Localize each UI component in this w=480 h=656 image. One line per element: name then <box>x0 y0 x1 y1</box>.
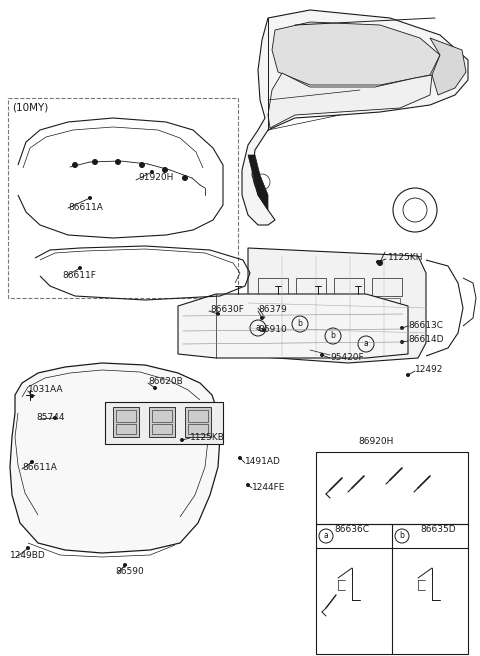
Text: 12492: 12492 <box>415 365 444 375</box>
Circle shape <box>116 159 120 165</box>
Polygon shape <box>430 38 466 95</box>
Text: 1031AA: 1031AA <box>28 386 63 394</box>
Polygon shape <box>248 155 268 210</box>
Circle shape <box>79 266 82 270</box>
Text: 86910: 86910 <box>258 325 287 335</box>
Bar <box>298 298 324 308</box>
Text: 95420F: 95420F <box>330 354 364 363</box>
Circle shape <box>163 167 168 173</box>
Text: 86613C: 86613C <box>408 321 443 329</box>
Bar <box>372 278 402 296</box>
Polygon shape <box>242 10 468 225</box>
Text: 86620B: 86620B <box>148 377 183 386</box>
Bar <box>188 410 208 422</box>
Polygon shape <box>105 402 223 444</box>
Bar <box>116 424 136 434</box>
Circle shape <box>261 316 264 319</box>
Circle shape <box>53 417 57 419</box>
Circle shape <box>239 457 241 459</box>
Text: b: b <box>298 319 302 329</box>
Polygon shape <box>10 363 220 553</box>
Circle shape <box>216 312 219 316</box>
Bar <box>258 278 288 296</box>
Bar <box>296 278 326 296</box>
Text: a: a <box>324 531 328 541</box>
Bar <box>185 407 211 437</box>
Circle shape <box>247 483 250 487</box>
Circle shape <box>400 340 404 344</box>
Text: b: b <box>399 531 405 541</box>
Text: 86636C: 86636C <box>334 525 369 533</box>
Text: 86379: 86379 <box>258 306 287 314</box>
Circle shape <box>151 171 154 173</box>
Circle shape <box>400 327 404 329</box>
Polygon shape <box>178 294 408 358</box>
Text: 85744: 85744 <box>36 413 64 422</box>
Text: a: a <box>364 340 368 348</box>
Text: 1125KH: 1125KH <box>388 253 423 262</box>
Circle shape <box>180 438 183 441</box>
Bar <box>113 407 139 437</box>
Text: (10MY): (10MY) <box>12 103 48 113</box>
Text: 86630F: 86630F <box>210 306 244 314</box>
Text: b: b <box>331 331 336 340</box>
Circle shape <box>321 354 324 356</box>
Circle shape <box>182 176 188 180</box>
Bar <box>152 424 172 434</box>
Polygon shape <box>272 22 440 85</box>
Bar <box>8 98 238 298</box>
Circle shape <box>123 564 127 567</box>
Text: 86590: 86590 <box>115 567 144 577</box>
Circle shape <box>377 260 383 266</box>
Text: a: a <box>256 323 260 333</box>
Polygon shape <box>248 248 426 363</box>
Circle shape <box>26 546 29 550</box>
Bar <box>116 410 136 422</box>
Bar <box>316 452 468 524</box>
Text: 86614D: 86614D <box>408 335 444 344</box>
Text: 1491AD: 1491AD <box>245 457 281 466</box>
Circle shape <box>154 386 156 390</box>
Text: 86611F: 86611F <box>62 270 96 279</box>
Circle shape <box>263 329 265 331</box>
Circle shape <box>31 461 34 464</box>
Text: 1125KB: 1125KB <box>190 432 225 441</box>
Text: 86611A: 86611A <box>68 203 103 211</box>
Circle shape <box>376 260 380 264</box>
Bar <box>188 424 208 434</box>
Bar <box>336 298 362 308</box>
Bar <box>149 407 175 437</box>
Text: 86635D: 86635D <box>420 525 456 533</box>
Circle shape <box>140 163 144 167</box>
Text: 86920H: 86920H <box>358 438 394 447</box>
Text: 86611A: 86611A <box>22 464 57 472</box>
Bar <box>334 278 364 296</box>
Text: 1244FE: 1244FE <box>252 483 286 493</box>
Circle shape <box>93 159 97 165</box>
Circle shape <box>31 394 34 398</box>
Polygon shape <box>268 73 432 128</box>
Circle shape <box>72 163 77 167</box>
Text: 1249BD: 1249BD <box>10 552 46 560</box>
Bar <box>374 298 400 308</box>
Circle shape <box>88 197 92 199</box>
Bar <box>152 410 172 422</box>
Circle shape <box>258 309 262 313</box>
Bar <box>260 298 286 308</box>
Text: 91920H: 91920H <box>138 173 173 182</box>
Circle shape <box>407 373 409 377</box>
Bar <box>316 524 468 654</box>
